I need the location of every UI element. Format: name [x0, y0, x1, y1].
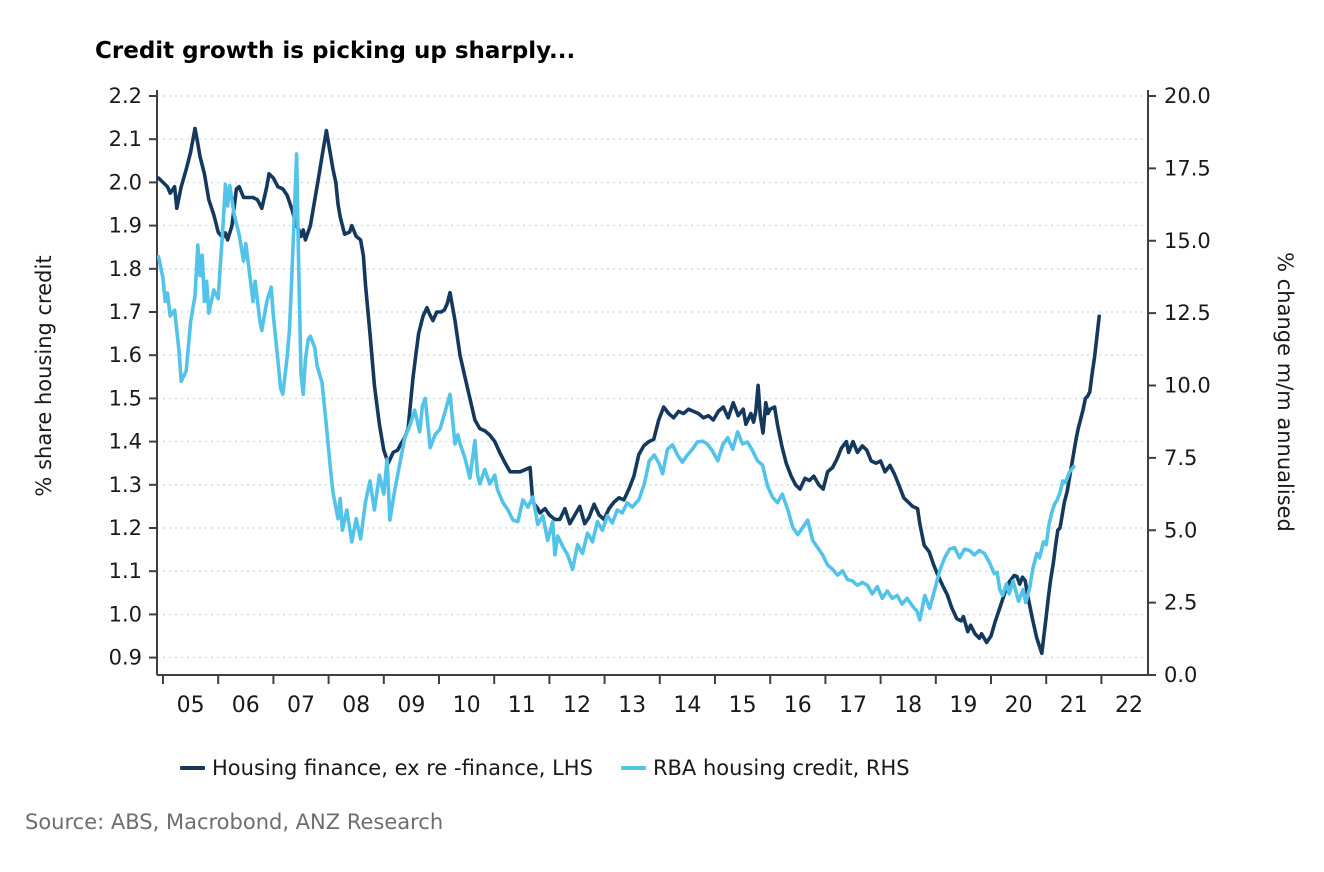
x-axis-tick-label: 16	[784, 693, 812, 718]
series-rba-credit-line	[156, 152, 1076, 622]
left-axis-tick-label: 0.9	[109, 646, 142, 670]
left-axis-tick-label: 1.6	[109, 343, 142, 367]
right-axis-tick-label: 10.0	[1164, 374, 1211, 398]
left-axis-tick-label: 1.7	[109, 300, 142, 324]
right-axis-tick-label: 20.0	[1164, 84, 1211, 108]
right-axis-tick-label: 15.0	[1164, 229, 1211, 253]
x-axis-tick-label: 13	[618, 693, 646, 718]
left-axis-tick-label: 1.3	[109, 473, 142, 497]
x-axis-tick-label: 05	[177, 693, 205, 718]
left-axis-tick-label: 1.8	[109, 257, 142, 281]
left-axis-tick-label: 1.0	[109, 602, 142, 626]
x-axis-tick-label: 22	[1115, 693, 1143, 718]
source-note: Source: ABS, Macrobond, ANZ Research	[25, 810, 444, 834]
left-axis-tick-label: 1.9	[109, 214, 142, 238]
left-axis-tick-label: 2.2	[109, 84, 142, 108]
x-axis-tick-label: 08	[342, 693, 370, 718]
right-axis-tick-label: 2.5	[1164, 591, 1197, 615]
rba-credit-line-swatch	[620, 766, 646, 770]
x-axis-tick-label: 14	[673, 693, 701, 718]
legend-item-rba-credit: RBA housing credit, RHS	[620, 756, 910, 780]
left-axis-tick-label: 2.1	[109, 127, 142, 151]
x-axis-tick-label: 18	[894, 693, 922, 718]
x-axis-tick-label: 21	[1060, 693, 1088, 718]
series-housing-finance-line	[156, 126, 1101, 656]
x-axis-tick-label: 10	[453, 693, 481, 718]
left-axis-tick-label: 1.2	[109, 516, 142, 540]
x-axis-tick-label: 11	[508, 693, 536, 718]
x-axis-tick-label: 07	[287, 693, 315, 718]
left-axis-tick-label: 1.1	[109, 559, 142, 583]
right-axis-tick-label: 7.5	[1164, 446, 1197, 470]
right-axis-tick-label: 17.5	[1164, 156, 1211, 180]
chart-title: Credit growth is picking up sharply...	[95, 38, 576, 64]
x-axis-tick-label: 20	[1005, 693, 1033, 718]
x-axis-tick-label: 17	[839, 693, 867, 718]
x-axis-tick-label: 19	[949, 693, 977, 718]
right-axis-tick-label: 0.0	[1164, 663, 1197, 687]
legend: Housing finance, ex re -finance, LHS RBA…	[180, 756, 910, 780]
x-axis-tick-label: 15	[729, 693, 757, 718]
x-axis-tick-label: 12	[563, 693, 591, 718]
legend-label-rba-credit: RBA housing credit, RHS	[652, 756, 910, 780]
housing-finance-line-swatch	[180, 766, 205, 770]
left-axis-tick-label: 1.4	[109, 430, 142, 454]
x-axis-tick-label: 06	[232, 693, 260, 718]
right-axis-tick-label: 5.0	[1164, 518, 1197, 542]
x-axis-tick-label: 09	[397, 693, 425, 718]
left-axis-tick-label: 2.0	[109, 170, 142, 194]
right-axis-tick-label: 12.5	[1164, 301, 1211, 325]
left-axis-tick-label: 1.5	[109, 386, 142, 410]
legend-item-housing-finance: Housing finance, ex re -finance, LHS	[180, 756, 593, 780]
legend-label-housing-finance: Housing finance, ex re -finance, LHS	[212, 756, 593, 780]
